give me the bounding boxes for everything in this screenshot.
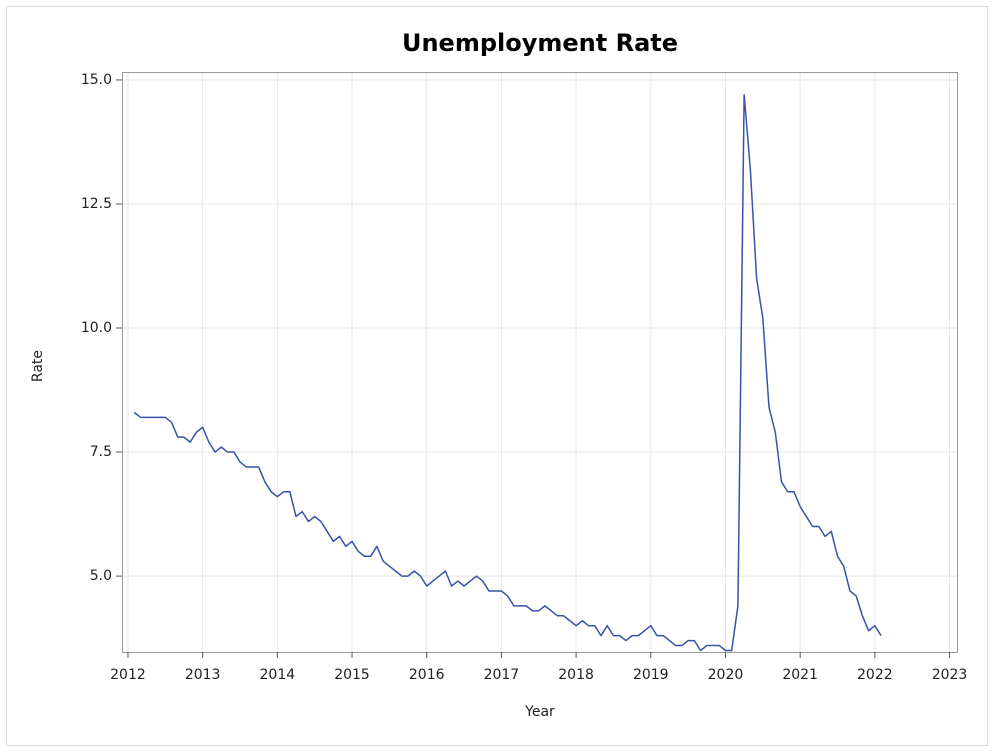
chart-title: Unemployment Rate: [402, 29, 678, 57]
y-tick-label: 12.5: [81, 196, 112, 212]
x-tick-label: 2013: [185, 667, 221, 683]
x-tick-label: 2023: [932, 667, 968, 683]
x-tick-label: 2022: [857, 667, 893, 683]
y-axis-label: Rate: [30, 350, 46, 382]
data-line: [133, 94, 882, 652]
y-tick-label: 7.5: [90, 444, 112, 460]
frame: [6, 6, 988, 746]
x-axis-label: Year: [524, 704, 555, 720]
plot-frame: [122, 72, 958, 653]
x-tick-label: 2021: [782, 667, 818, 683]
y-tick-label: 10.0: [81, 320, 112, 336]
x-tick-label: 2020: [708, 667, 744, 683]
y-tick-label: 15.0: [81, 72, 112, 88]
x-tick-label: 2014: [260, 667, 296, 683]
x-tick-label: 2012: [110, 667, 146, 683]
x-tick-label: 2019: [633, 667, 669, 683]
y-tick-label: 5.0: [90, 568, 112, 584]
x-tick-label: 2018: [558, 667, 594, 683]
x-tick-label: 2016: [409, 667, 445, 683]
x-tick-label: 2015: [334, 667, 370, 683]
x-tick-label: 2017: [484, 667, 520, 683]
